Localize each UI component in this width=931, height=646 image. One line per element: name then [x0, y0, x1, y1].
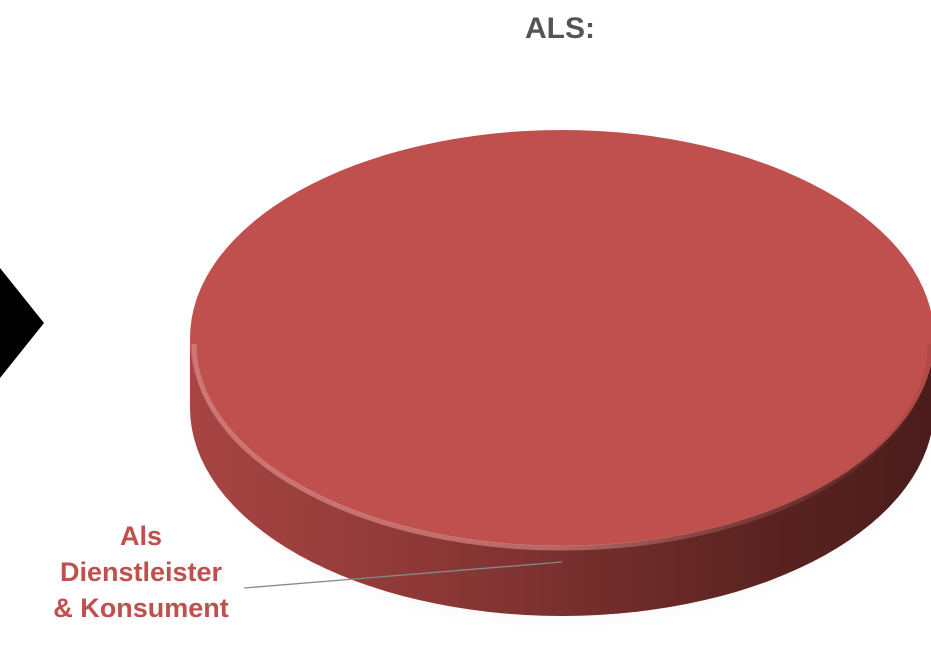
slice-label-line-2: Dienstleister — [59, 557, 223, 587]
slice-label-line-3: & Konsument — [53, 593, 229, 623]
chart-title: ALS: — [525, 12, 595, 45]
arrow-right-icon — [0, 268, 44, 378]
pie-slice — [190, 130, 931, 546]
slice-label: Als Dienstleister & Konsument — [30, 518, 252, 626]
pie-slice-side — [190, 338, 931, 616]
pie-rim-highlight — [191, 343, 931, 551]
leader-line — [243, 561, 563, 589]
slice-label-line-1: Als — [119, 521, 163, 551]
